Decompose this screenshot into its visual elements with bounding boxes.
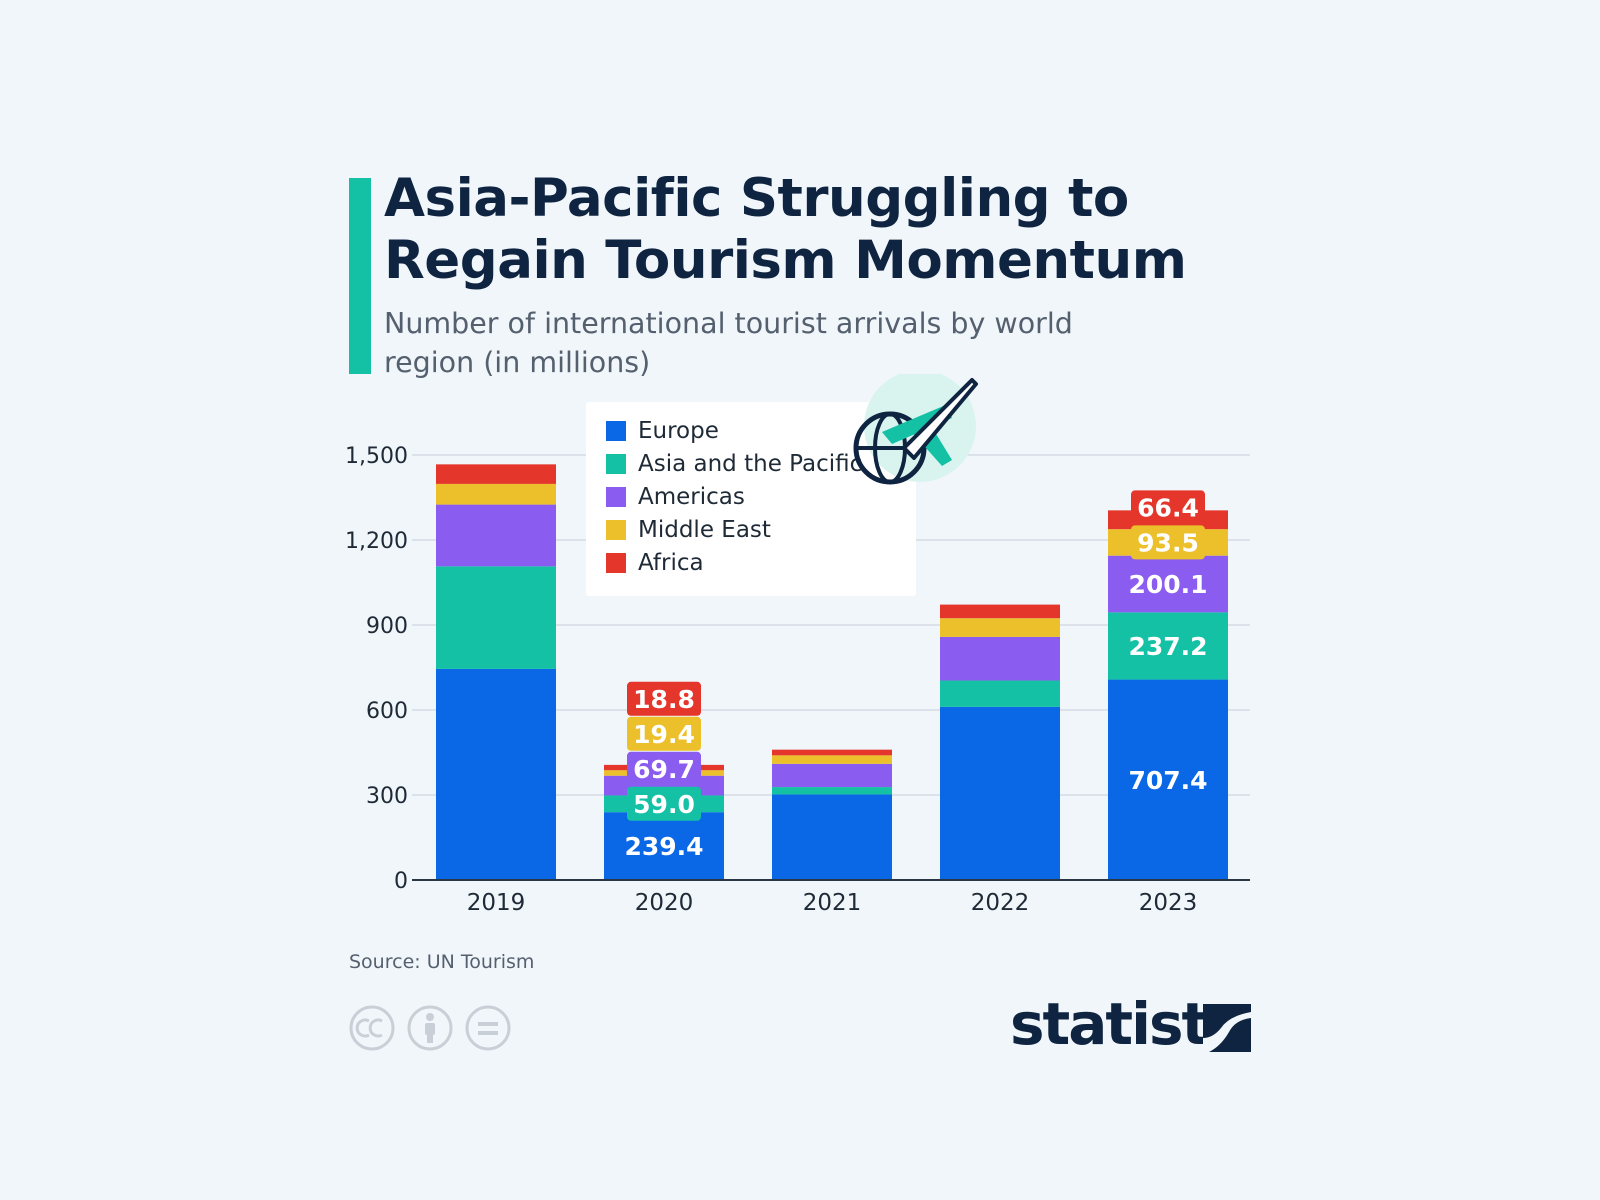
bar-segment <box>436 464 556 484</box>
data-label-pill <box>1131 628 1205 663</box>
y-tick-label: 1,500 <box>345 444 408 469</box>
title-accent-bar <box>349 178 371 374</box>
bar-segment <box>940 618 1060 637</box>
legend-swatch-africa <box>606 553 626 573</box>
data-label-pill <box>1131 567 1205 602</box>
y-tick-label: 300 <box>366 784 408 809</box>
data-label-layer: 239.4 59.0 69.7 19.4 18.8 707.4 237.2 200.1 93.5… <box>624 490 1208 861</box>
x-tick-label: 2020 <box>635 890 694 916</box>
legend-swatch-middle-east <box>606 520 626 540</box>
airplane-globe-icon <box>853 374 978 485</box>
y-tick-label: 600 <box>366 699 408 724</box>
y-tick-label: 1,200 <box>345 529 408 554</box>
bar-segment <box>940 636 1060 681</box>
license-icons <box>349 1005 511 1051</box>
by-icon <box>407 1005 453 1051</box>
bar-segment <box>436 504 556 567</box>
statista-logo-icon <box>1203 1004 1251 1052</box>
legend-label-asia-pacific: Asia and the Pacific <box>638 451 863 477</box>
legend-label-europe: Europe <box>638 418 719 444</box>
legend-item-americas: Americas <box>606 482 745 512</box>
source-note: Source: UN Tourism <box>349 951 535 973</box>
x-tick-label: 2021 <box>803 890 862 916</box>
data-label: 18.8 <box>633 685 695 714</box>
bar-segment <box>772 763 892 788</box>
data-label-pill <box>1131 490 1205 525</box>
legend-swatch-americas <box>606 487 626 507</box>
bar-segment <box>1108 679 1228 880</box>
y-tick-label: 900 <box>366 614 408 639</box>
x-tick-label: 2023 <box>1139 890 1198 916</box>
bar-segment <box>940 706 1060 880</box>
data-label: 239.4 <box>624 832 703 861</box>
bar-segment <box>772 787 892 795</box>
bar-segment <box>940 604 1060 619</box>
legend-label-africa: Africa <box>638 550 704 576</box>
bar-segment <box>772 749 892 756</box>
bar-segment <box>436 566 556 669</box>
bar-segment <box>772 755 892 764</box>
bar-segment <box>604 812 724 880</box>
nd-icon <box>465 1005 511 1051</box>
legend-label-middle-east: Middle East <box>638 517 771 543</box>
legend-label-americas: Americas <box>638 484 745 510</box>
legend-swatch-europe <box>606 421 626 441</box>
statista-brand: statista <box>1010 990 1251 1058</box>
data-label-pill <box>627 751 701 786</box>
legend-item-africa: Africa <box>606 548 704 578</box>
legend-item-middle-east: Middle East <box>606 515 771 545</box>
legend-swatch-asia-pacific <box>606 454 626 474</box>
data-label-pill <box>627 681 701 716</box>
data-label: 66.4 <box>1137 493 1199 522</box>
x-tick-label: 2022 <box>971 890 1030 916</box>
data-label: 707.4 <box>1128 766 1207 795</box>
chart-title: Asia-Pacific Struggling to Regain Touris… <box>384 168 1187 291</box>
data-label-pill <box>627 716 701 751</box>
bar-segment <box>940 680 1060 707</box>
legend-item-asia-pacific: Asia and the Pacific <box>606 449 862 479</box>
bar-segment <box>772 794 892 880</box>
cc-icon <box>349 1005 395 1051</box>
data-label: 93.5 <box>1137 528 1199 557</box>
data-label-pill <box>627 786 701 821</box>
bar-segment <box>436 668 556 880</box>
bar-segment <box>436 483 556 505</box>
chart-subtitle: Number of international tourist arrivals… <box>384 307 1073 379</box>
axis-layer: 0 300 600 900 1,200 1,500 2019 2020 2021 2022 2023 <box>345 444 1250 916</box>
data-label: 200.1 <box>1128 570 1207 599</box>
data-label-pill <box>1131 525 1205 560</box>
legend-item-europe: Europe <box>606 416 719 446</box>
data-label: 237.2 <box>1128 632 1207 661</box>
x-tick-label: 2019 <box>467 890 526 916</box>
data-label: 69.7 <box>633 755 695 784</box>
data-label: 19.4 <box>633 720 695 749</box>
y-tick-label: 0 <box>394 869 408 894</box>
data-label: 59.0 <box>633 790 695 819</box>
